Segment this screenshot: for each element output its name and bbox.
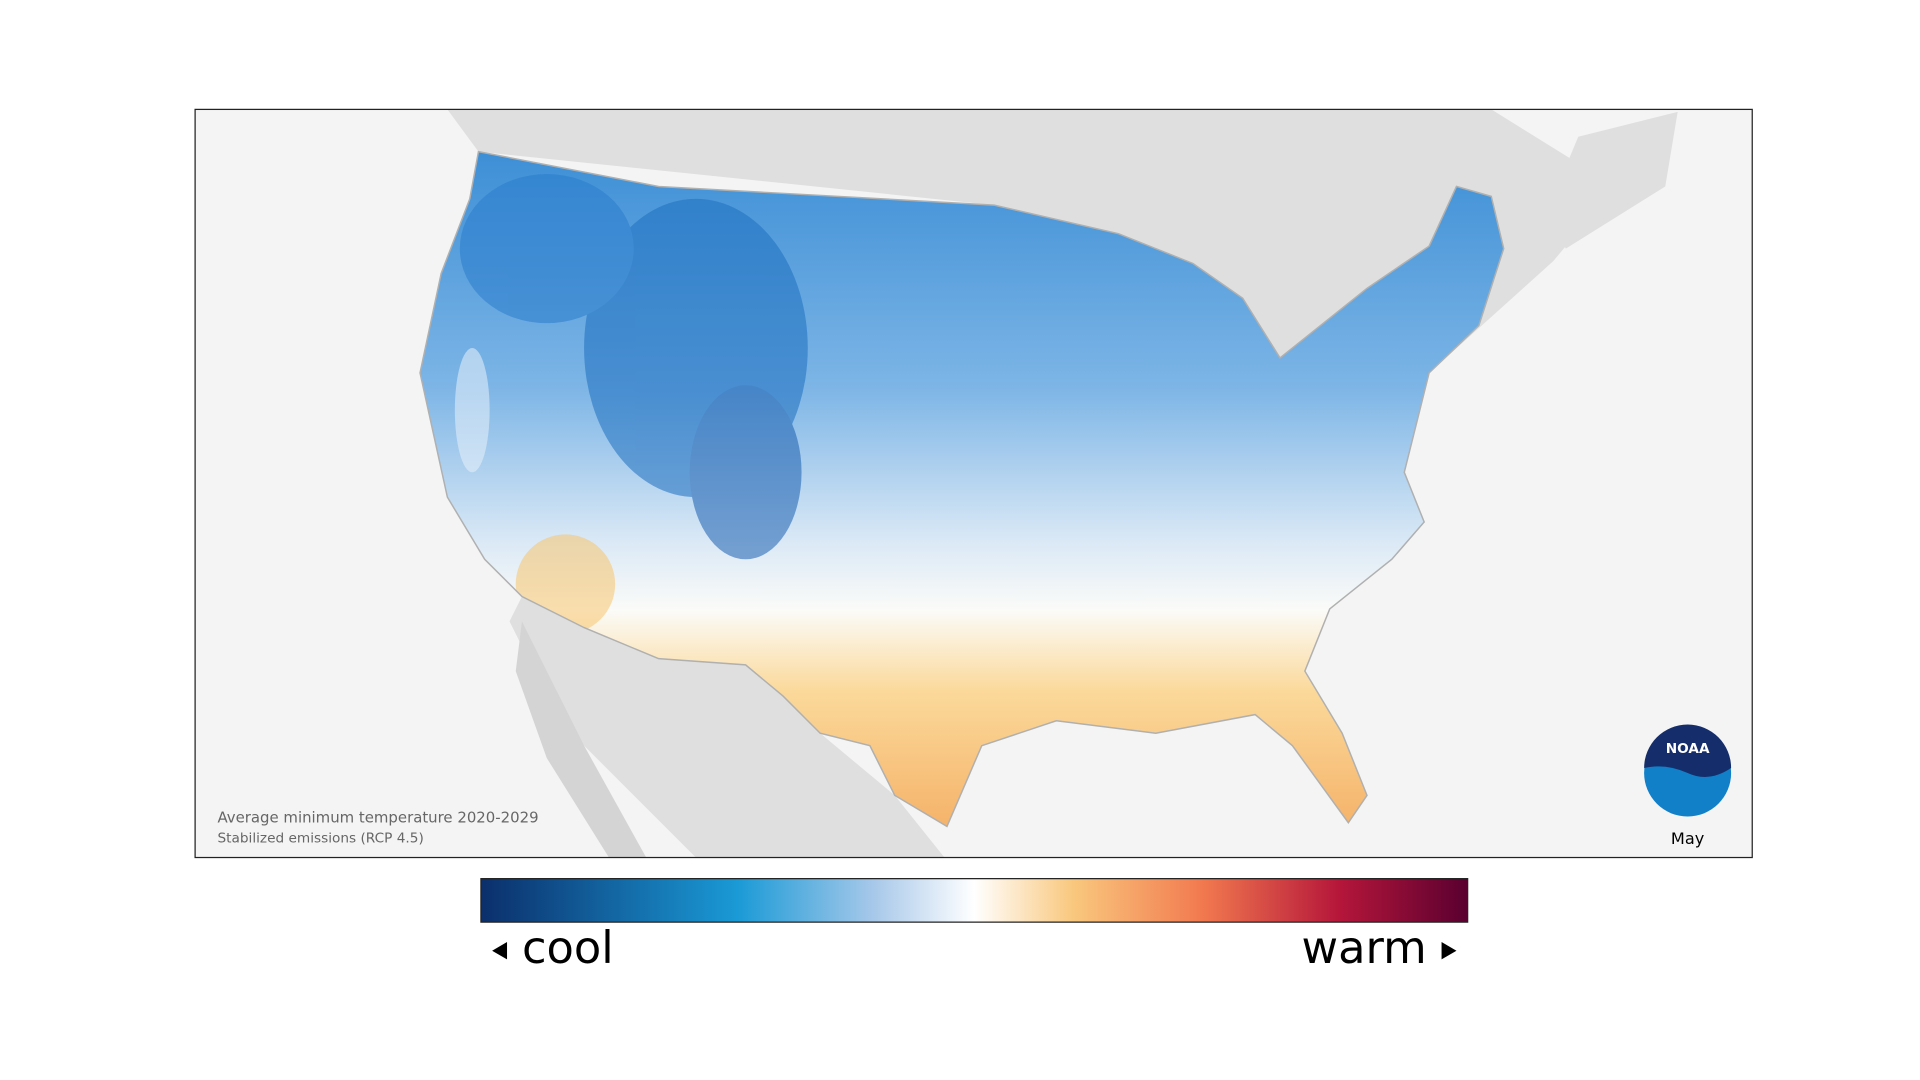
baja	[515, 621, 647, 858]
legend-high-label: warm	[1302, 921, 1427, 974]
color-bar	[480, 878, 1469, 923]
caption: Average minimum temperature 2020-2029	[217, 809, 538, 827]
caption: Stabilized emissions (RCP 4.5)	[217, 831, 423, 847]
right-arrow	[1441, 942, 1457, 960]
month-label: May	[1671, 829, 1705, 848]
canada	[447, 109, 1616, 373]
legend-low-label: cool	[522, 921, 614, 974]
mexico	[509, 596, 945, 858]
noaa-logo: NOAA	[1644, 724, 1732, 817]
map-frame	[194, 108, 1753, 859]
left-arrow	[492, 942, 508, 960]
temperature-detail	[454, 174, 808, 634]
legend: cool warm	[480, 878, 1469, 974]
map-area: Average minimum temperature 2020-2029 St…	[195, 109, 1753, 858]
logo-text: NOAA	[1666, 741, 1710, 757]
canada-east	[1547, 111, 1678, 249]
